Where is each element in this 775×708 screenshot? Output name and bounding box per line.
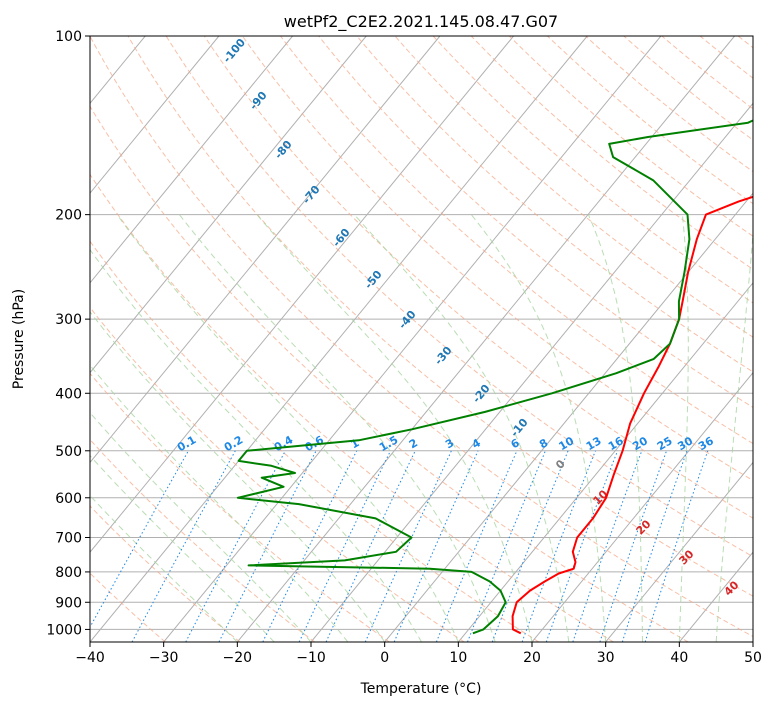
y-tick-label-2: 300 [55,312,82,328]
dry-adiabat-line-16 [356,36,753,373]
y-tick-label-6: 700 [55,531,82,547]
x-tick-label-2: −20 [223,650,253,666]
isotherm-line-7 [90,36,220,194]
moist-adiabat-line-13 [715,228,753,642]
dry-adiabat-line-6 [90,240,540,642]
mixing-ratio-line-14 [572,450,643,642]
mixing-ratio-line-0 [90,450,189,629]
mixing-ratio-line-10 [467,450,546,642]
dry-adiabat-line-2 [90,505,241,642]
dry-adiabat-line-10 [127,36,753,597]
isotherm-line-16 [384,192,753,642]
y-tick-label-8: 900 [55,595,82,611]
dry-adiabat-line-12 [203,36,753,519]
y-tick-label-1: 200 [55,208,82,224]
dry-adiabat-line-20 [508,36,753,237]
moist-adiabat-line-12 [678,214,689,642]
temperature-profile-line [511,195,753,635]
moist-adiabat-line-4 [90,311,386,642]
mixing-ratio-line-17 [644,450,709,642]
isotherm-line-8 [90,36,293,284]
isotherm-line-10 [90,36,441,464]
y-axis-label: Pressure (hPa) [11,289,27,389]
background-lines [90,36,753,642]
mixing-ratio-line-4 [262,450,358,642]
dry-adiabat-line-7 [90,173,614,642]
isotherm-line-19 [605,461,753,642]
mixing-ratio-line-15 [599,450,667,642]
dry-adiabat-line-14 [280,36,753,445]
y-tick-label-9: 1000 [46,622,82,638]
isotherm-line-17 [457,282,753,642]
x-tick-label-3: −10 [296,650,326,666]
x-tick-label-7: 30 [597,650,615,666]
isotherm-line-9 [90,36,367,374]
dry-adiabat-line-5 [90,306,465,642]
dry-adiabat-line-19 [470,36,753,270]
moist-adiabat-line-8 [256,214,533,642]
dry-adiabat-line-8 [90,105,689,642]
isotherm-line-18 [531,371,753,642]
moist-adiabat-line-6 [116,214,459,642]
x-tick-label-8: 40 [670,650,688,666]
x-tick-label-0: −40 [75,650,105,666]
mixing-ratio-line-16 [621,450,688,642]
mixing-ratio-line-13 [545,450,619,642]
moist-adiabat-line-0 [90,494,238,642]
profile-lines [236,119,753,635]
mixing-ratio-line-12 [521,450,596,642]
moist-adiabat-line-1 [90,454,275,642]
y-tick-label-5: 600 [55,491,82,507]
mixing-ratio-line-1 [131,450,236,642]
dry-adiabat-line-18 [432,36,753,304]
mixing-ratio-line-8 [393,450,479,642]
y-tick-label-3: 400 [55,386,82,402]
axes: −40 −30 −20 −10 0 10 20 30 40 50 100 200 300 400 500 60… [46,29,762,666]
moist-adiabat-line-5 [90,248,422,642]
moist-adiabat-line-7 [179,214,496,642]
x-tick-label-1: −30 [149,650,179,666]
dry-adiabat-line-23 [623,36,753,141]
moist-adiabat-line-10 [470,214,607,642]
x-tick-label-9: 50 [744,650,762,666]
y-tick-label-0: 100 [55,29,82,45]
y-tick-label-7: 800 [55,565,82,581]
y-tick-label-4: 500 [55,444,82,460]
x-tick-label-5: 10 [449,650,467,666]
dewpoint-profile-line [236,119,753,635]
moist-adiabat-line-2 [90,411,312,642]
dry-adiabat-line-21 [547,36,753,205]
mixing-ratio-line-11 [491,450,569,642]
x-tick-label-4: 0 [380,650,389,666]
dry-adiabat-line-17 [394,36,753,338]
dry-adiabat-line-13 [241,36,753,482]
chart-title: wetPf2_C2E2.2021.145.08.47.G07 [284,12,558,32]
x-tick-label-6: 20 [523,650,541,666]
isotherm-line-15 [310,102,753,642]
mixing-ratio-line-9 [435,450,518,642]
plot-frame [89,35,754,643]
dry-adiabat-line-15 [318,36,753,408]
dry-adiabat-line-9 [90,36,753,638]
dry-adiabat-line-11 [165,36,753,558]
moist-adiabat-line-3 [90,364,349,642]
x-axis-label: Temperature (°C) [360,681,482,697]
moist-adiabat-line-11 [587,214,643,642]
isotherm-line-11 [90,36,514,554]
